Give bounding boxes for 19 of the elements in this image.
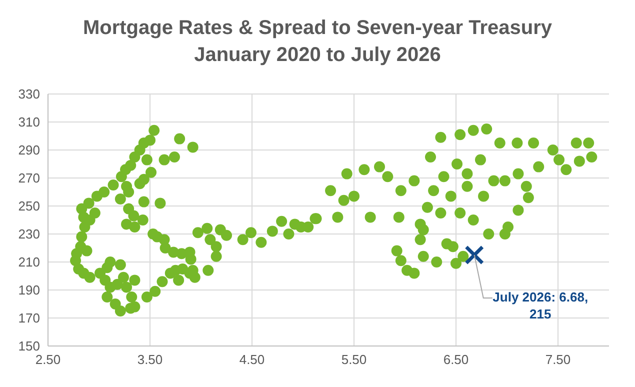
chart-subtitle: January 2020 to July 2026	[194, 44, 441, 66]
y-tick-label: 190	[18, 282, 40, 298]
y-tick-label: 250	[18, 198, 40, 214]
x-tick-label: 2.50	[35, 352, 61, 367]
chart-title: Mortgage Rates & Spread to Seven-year Treasury	[82, 17, 553, 39]
annotation: July 2026: 6.68, 215	[492, 290, 588, 322]
y-tick-label: 170	[18, 310, 40, 326]
y-tick-label: 210	[18, 254, 40, 270]
x-tick-label: 4.50	[239, 352, 265, 367]
x-tick-label: 7.50	[545, 352, 571, 367]
y-tick-label: 310	[18, 114, 40, 130]
y-tick-label: 290	[18, 142, 40, 158]
y-tick-label: 230	[18, 226, 40, 242]
x-tick-label: 6.50	[443, 352, 469, 367]
y-tick-label: 270	[18, 170, 40, 186]
x-tick-label: 5.50	[341, 352, 367, 367]
y-tick-label: 150	[18, 338, 40, 354]
x-tick-label: 3.50	[137, 352, 163, 367]
y-tick-label: 330	[18, 86, 40, 102]
